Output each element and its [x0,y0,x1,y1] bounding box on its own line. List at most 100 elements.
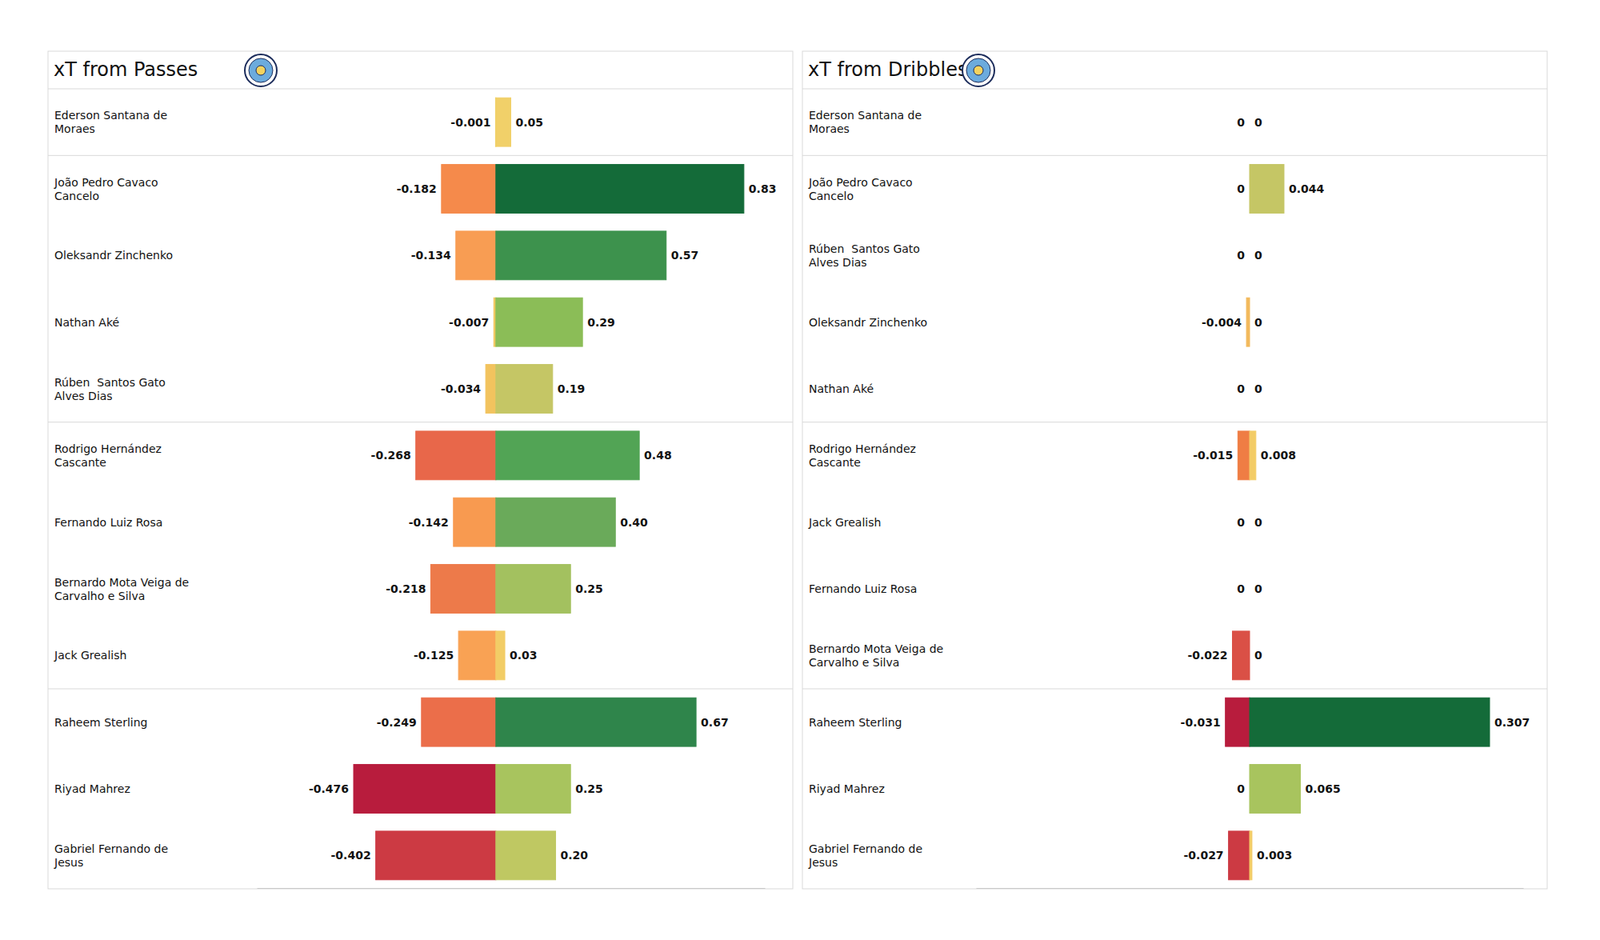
badge-core [966,58,991,83]
data-label: 0.065 [1305,782,1341,796]
bar [496,631,505,680]
group-divider [802,155,1548,156]
data-label: 0 [1254,516,1263,529]
bar [1249,97,1251,147]
panel: xT from Passes Ederson Santana deMoraes Jo… [48,51,793,889]
bar [1249,831,1252,880]
data-label: -0.007 [448,316,489,329]
group-divider [802,688,1548,690]
bar [1228,831,1250,880]
category-label: João Pedro CavacoCancelo [808,176,913,203]
bar [453,497,496,547]
bar [496,164,744,214]
bar [1249,231,1251,280]
chart-title: xT from Dribbles [808,58,968,81]
data-label: 0 [1236,382,1245,396]
data-label: -0.182 [396,182,437,196]
data-label: -0.134 [411,248,452,262]
bar [1249,364,1251,414]
bar [1249,231,1251,280]
category-label: Fernando Luiz Rosa [808,582,917,596]
category-label: Nathan Aké [54,316,120,329]
bar [1232,631,1250,680]
data-label: 0 [1254,248,1263,262]
bar [1249,497,1251,547]
bar [1246,297,1250,347]
category-label: Oleksandr Zinchenko [54,248,173,262]
data-label: 0.044 [1288,182,1325,196]
category-label: Bernardo Mota Veiga deCarvalho e Silva [54,576,189,603]
data-label: 0 [1236,182,1245,196]
data-label: -0.402 [331,848,372,862]
category-label: Gabriel Fernando deJesus [53,842,168,869]
bar [441,164,496,214]
data-label: -0.268 [371,448,412,462]
bar [353,764,496,814]
data-label: 0 [1236,248,1245,262]
badge-core [248,58,273,83]
category-label: Raheem Sterling [54,716,148,729]
data-label: 0.003 [1256,848,1292,862]
badge-center [973,65,984,76]
data-label: -0.476 [308,782,349,796]
category-label: Jack Grealish [53,648,127,662]
data-label: -0.034 [440,382,481,396]
category-label: João Pedro CavacoCancelo [53,176,159,203]
axis-line [257,888,766,889]
data-labels: -0.001-0.182-0.134-0.007-0.034-0.268-0.1… [308,116,776,863]
data-label: -0.218 [385,582,426,596]
category-label: Oleksandr Zinchenko [808,316,928,329]
bars [1225,164,1490,880]
category-label: Fernando Luiz Rosa [54,516,163,529]
data-label: 0.307 [1494,716,1530,729]
chart-root: xT from Passes Ederson Santana deMoraes Jo… [0,0,1600,940]
data-label: -0.004 [1201,316,1242,329]
bar [1249,631,1251,680]
data-label: 0.67 [700,716,729,729]
data-label: 0 [1236,516,1245,529]
data-label: 0.83 [748,182,777,196]
bar [430,564,496,614]
data-label: -0.031 [1180,716,1221,729]
data-label: -0.022 [1187,648,1228,662]
bar [496,697,696,747]
bar [1249,697,1490,747]
badge-center [256,65,266,76]
bar [1249,497,1251,547]
badge-ring [244,54,277,87]
group-divider [48,688,793,690]
bar [1249,97,1251,147]
bar [1249,297,1251,347]
data-label: 0 [1254,116,1263,129]
bar [496,364,553,414]
category-label: Jack Grealish [808,516,881,529]
data-label: 0.48 [644,448,672,462]
header-divider [48,88,793,90]
header-divider [802,88,1548,90]
bar [1249,364,1251,414]
data-label: 0.20 [560,848,589,862]
bar [496,97,512,147]
bars [353,97,744,880]
bar [496,231,667,280]
category-label: Ederson Santana deMoraes [808,108,922,136]
category-label: Riyad Mahrez [54,782,131,796]
bar [485,364,496,414]
category-label: Rodrigo HernándezCascante [54,442,162,469]
data-label: 0 [1236,116,1245,129]
category-label: Raheem Sterling [808,716,902,729]
bar [1249,164,1284,214]
data-label: 0 [1254,582,1263,596]
data-label: -0.027 [1184,848,1224,862]
category-label: Rodrigo HernándezCascante [808,442,916,469]
category-label: Gabriel Fernando deJesus [808,842,923,869]
data-label: 0.05 [516,116,544,129]
bar [496,831,556,880]
bar [376,831,496,880]
category-label: Ederson Santana deMoraes [54,108,168,136]
x-axis [257,888,766,889]
chart-title: xT from Passes [53,58,198,81]
bar [1225,697,1250,747]
bar [416,431,496,480]
panel-frame [48,51,793,889]
